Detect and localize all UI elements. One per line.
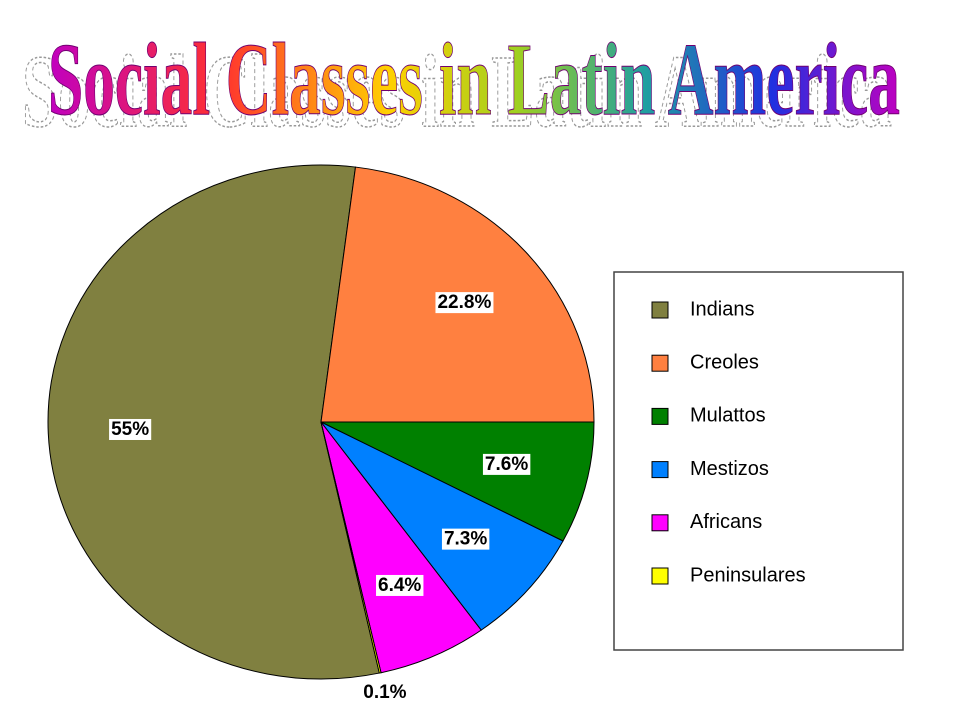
pie-slice: [320, 421, 595, 542]
legend-label: Mulattos: [690, 405, 766, 427]
pie-slice: [320, 421, 382, 674]
legend-label: Mestizos: [690, 458, 769, 480]
legend-swatch: [651, 354, 669, 372]
title-shadow: Social Classes in Latin America: [22, 34, 892, 149]
data-label-bg: [435, 292, 494, 314]
data-label: 0.1%: [363, 682, 406, 703]
legend-label: Africans: [690, 511, 762, 533]
legend-label: Indians: [690, 298, 755, 320]
data-label: 6.4%: [378, 575, 421, 596]
legend-swatch: [651, 514, 669, 532]
pie-slice: [47, 164, 380, 680]
data-label-bg: [482, 453, 531, 475]
data-label: 22.8%: [437, 292, 491, 313]
data-label: 7.3%: [444, 529, 487, 550]
pie-slice: [320, 421, 482, 674]
data-label-bg: [376, 574, 424, 596]
data-label: 55%: [111, 419, 149, 440]
legend-box: [613, 271, 904, 651]
chart-title: Social Classes in Latin America: [48, 22, 900, 137]
legend-swatch: [651, 567, 669, 585]
legend-swatch: [651, 301, 669, 319]
legend-label: Creoles: [690, 351, 759, 373]
legend-swatch: [651, 461, 669, 479]
data-label-bg: [441, 528, 490, 550]
legend-label: Peninsulares: [690, 564, 806, 586]
data-label: 7.6%: [485, 454, 528, 475]
data-label-bg: [109, 418, 152, 440]
pie-slice: [320, 421, 564, 631]
legend-swatch: [651, 407, 669, 425]
